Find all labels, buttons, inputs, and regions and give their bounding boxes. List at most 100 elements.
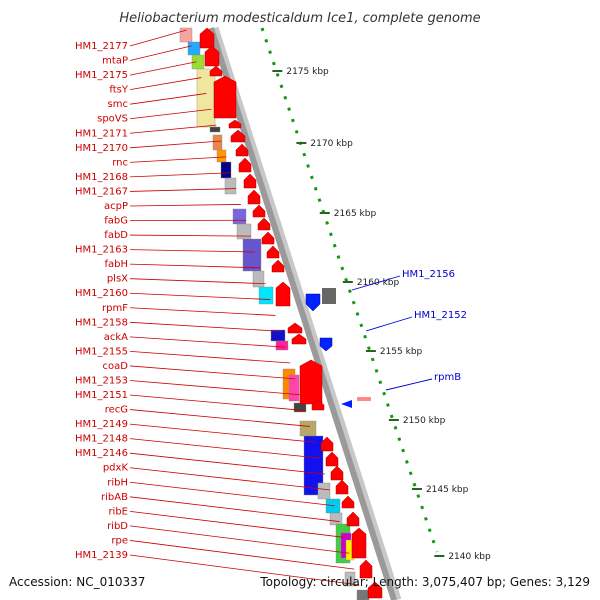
gene-feature xyxy=(299,420,317,437)
backbone-line xyxy=(208,27,397,600)
gene-label-left: ribAB xyxy=(101,492,128,503)
gene-arrow-forward xyxy=(213,75,237,119)
gene-label-connector xyxy=(129,172,232,178)
coordinate-ruler: 2175 kbp 2170 kbp 2165 kbp 2160 kbp 2155 kbp… xyxy=(260,27,491,562)
gene-label-left: HM1_2160 xyxy=(75,288,128,299)
gene-label-left: fabG xyxy=(104,216,128,227)
gene-arrow-forward xyxy=(243,173,257,189)
gene-label-left: HM1_2148 xyxy=(75,434,128,445)
gene-arrow-forward xyxy=(291,333,307,345)
gene-label-left: HM1_2146 xyxy=(75,448,128,459)
gene-label-connector xyxy=(129,156,227,163)
gene-arrow-forward xyxy=(228,119,242,129)
gene-arrow-forward xyxy=(351,527,367,559)
gene-arrow-forward xyxy=(209,65,223,77)
genome-backbone xyxy=(208,26,402,600)
gene-label-left: HM1_2170 xyxy=(75,143,128,154)
gene-arrow-forward xyxy=(367,581,383,599)
gene-arrow-forward xyxy=(261,231,275,245)
gene-arrow-forward xyxy=(204,45,220,67)
accession-text: Accession: NC_010337 xyxy=(9,575,145,589)
gene-arrow-forward xyxy=(257,217,271,231)
gene-feature xyxy=(288,374,300,402)
gene-label-connector xyxy=(365,316,413,332)
gene-label-left: HM1_2155 xyxy=(75,346,128,357)
gene-features xyxy=(179,27,383,600)
gene-label-left: HM1_2163 xyxy=(75,245,128,256)
gene-feature xyxy=(317,482,331,500)
gene-label-right: HM1_2156 xyxy=(402,269,455,280)
gene-label-connector xyxy=(129,554,360,586)
gene-arrow-forward xyxy=(299,359,323,405)
gene-arrow-forward xyxy=(275,281,291,307)
gene-label-left: ackA xyxy=(104,332,128,343)
gene-label-left: HM1_2167 xyxy=(75,186,128,197)
gene-label-connector xyxy=(129,481,335,507)
gene-feature xyxy=(325,498,341,514)
gene-arrow-forward xyxy=(230,129,246,143)
gene-label-connector xyxy=(129,438,320,459)
gene-arrow-reverse xyxy=(305,293,321,312)
gene-feature xyxy=(344,571,356,587)
gene-label-connector xyxy=(129,61,197,76)
gene-arrow-forward xyxy=(335,479,349,495)
gene-label-connector xyxy=(129,29,187,47)
gene-feature xyxy=(232,208,247,225)
gene-feature xyxy=(270,329,286,342)
gene-label-left: smc xyxy=(108,99,128,110)
gene-feature xyxy=(258,286,274,305)
gene-label-connector xyxy=(129,263,261,269)
gene-feature xyxy=(357,397,371,401)
gene-label-left: HM1_2158 xyxy=(75,317,128,328)
gene-label-connector xyxy=(129,365,296,380)
gene-feature xyxy=(275,340,289,351)
gene-label-connector xyxy=(129,234,251,237)
gene-label-connector xyxy=(129,496,340,522)
gene-label-left: spoVS xyxy=(97,114,128,125)
gene-label-left: HM1_2168 xyxy=(75,172,128,183)
gene-label-right: HM1_2152 xyxy=(414,310,467,321)
gene-feature xyxy=(303,435,324,496)
gene-label-connector xyxy=(129,77,202,91)
gene-label-left: rnc xyxy=(112,157,128,168)
left-gene-labels: HM1_2177 mtaP HM1_2175 ftsY smc spoVS HM1_2171… xyxy=(75,29,360,586)
gene-label-left: HM1_2149 xyxy=(75,419,128,430)
gene-label-left: coaD xyxy=(103,361,129,372)
gene-feature xyxy=(212,134,223,151)
gene-label-connector xyxy=(129,108,212,120)
gene-label-connector xyxy=(129,452,325,475)
gene-arrow-forward xyxy=(341,495,355,509)
gene-feature xyxy=(356,589,370,600)
gene-label-connector xyxy=(129,336,286,348)
gene-label-connector xyxy=(129,278,266,285)
gene-label-connector xyxy=(129,45,192,61)
gene-label-left: ribH xyxy=(107,477,128,488)
gene-feature xyxy=(224,177,237,195)
gene-label-left: HM1_2153 xyxy=(75,375,128,386)
right-gene-labels: HM1_2156 HM1_2152 rpmB xyxy=(351,269,467,391)
topology-text: Topology: circular; Length: 3,075,407 bp… xyxy=(259,575,590,589)
gene-label-left: mtaP xyxy=(102,56,128,67)
gene-arrow-forward xyxy=(320,436,334,452)
gene-arrow-reverse xyxy=(341,400,352,408)
gene-label-connector xyxy=(129,93,207,105)
map-title: Heliobacterium modesticaldum Ice1, compl… xyxy=(119,11,480,26)
gene-arrow-forward xyxy=(199,27,215,49)
gene-feature xyxy=(236,223,252,240)
ruler-tick-label: 2165 kbp xyxy=(334,209,377,219)
gene-label-connector xyxy=(129,124,217,134)
gene-arrow-forward xyxy=(346,511,360,527)
gene-arrow-forward xyxy=(271,259,285,273)
gene-arrow-forward xyxy=(311,399,325,411)
gene-label-connector xyxy=(129,380,301,396)
gene-arrow-forward xyxy=(235,143,249,157)
gene-label-left: fabD xyxy=(104,230,128,241)
gene-arrow-forward xyxy=(325,451,339,467)
gene-feature xyxy=(322,288,336,304)
gene-label-left: HM1_2171 xyxy=(75,128,128,139)
gene-label-connector xyxy=(129,204,241,207)
gene-label-right: rpmB xyxy=(434,372,461,383)
gene-feature xyxy=(179,27,193,43)
gene-label-connector xyxy=(129,351,291,364)
